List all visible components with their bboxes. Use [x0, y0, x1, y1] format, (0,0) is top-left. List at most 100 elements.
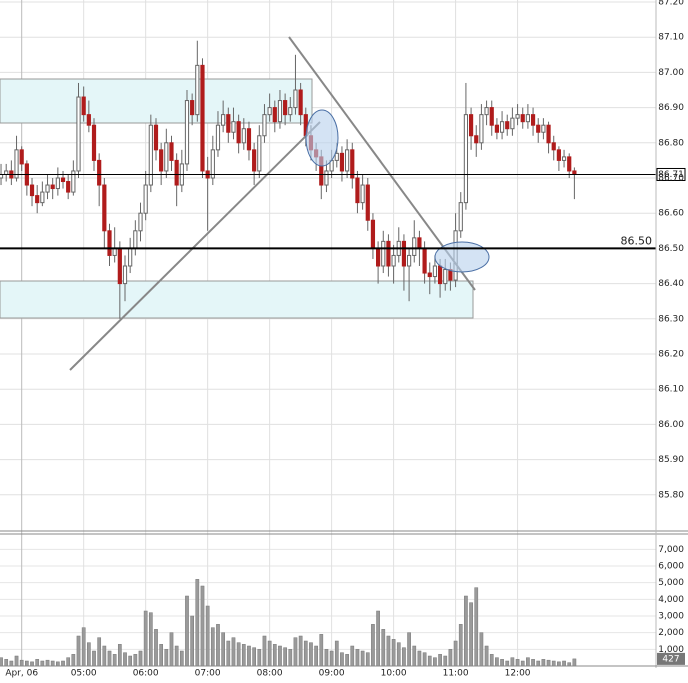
candle-body	[468, 114, 474, 137]
volume-bar	[350, 645, 355, 667]
volume-bar	[381, 629, 386, 667]
candle-body	[525, 114, 530, 123]
volume-bar	[143, 610, 148, 667]
candle-body	[102, 184, 107, 232]
candle-body	[463, 114, 469, 204]
candle-body	[50, 184, 55, 190]
candle-body	[76, 96, 81, 172]
support-zone	[0, 280, 474, 319]
candle-body	[40, 191, 45, 204]
candle-body	[360, 184, 365, 204]
candle-body	[293, 89, 298, 109]
candle-body	[60, 177, 66, 183]
volume-bar	[319, 634, 324, 667]
candle-body	[97, 159, 102, 186]
candle-body	[190, 100, 195, 116]
candle-body	[184, 100, 190, 165]
volume-bar	[510, 657, 515, 667]
volume-bar	[376, 610, 380, 667]
candle-body	[133, 230, 138, 249]
candle-body	[572, 170, 577, 175]
volume-bar	[19, 659, 24, 667]
y-tick-label: 86.50	[658, 244, 684, 254]
volume-bar	[9, 660, 14, 667]
volume-bar	[515, 659, 520, 667]
highlight-ellipse	[434, 241, 490, 273]
volume-bar	[97, 637, 102, 667]
volume-tick-label: 7,000	[658, 545, 684, 555]
volume-bar	[148, 612, 153, 667]
candle-body	[520, 114, 525, 123]
x-tick-label: 06:00	[133, 669, 159, 679]
volume-bar	[324, 649, 329, 667]
candle-body	[417, 237, 422, 249]
y-tick-label: 86.40	[658, 279, 684, 289]
volume-bar	[102, 645, 107, 667]
candle-body	[401, 240, 407, 267]
candle-body	[365, 184, 370, 221]
volume-bar	[35, 659, 40, 667]
candle-body	[195, 64, 200, 116]
y-tick-label: 86.00	[658, 420, 684, 430]
y-tick-label: 86.90	[658, 103, 684, 113]
volume-bar	[520, 660, 525, 667]
candle-body	[355, 177, 360, 204]
candle-body	[422, 247, 427, 274]
candle-body	[128, 247, 133, 267]
volume-bar	[112, 654, 117, 667]
volume-bar	[25, 660, 29, 667]
volume-bar	[30, 661, 34, 667]
candle-body	[148, 124, 153, 186]
x-tick-label: 12:00	[505, 669, 531, 679]
volume-tick-label: 5,000	[658, 578, 684, 588]
candle-body	[479, 114, 484, 144]
volume-bar	[128, 655, 133, 667]
x-tick-label: 11:00	[443, 669, 469, 679]
candle-body	[381, 240, 386, 267]
volume-tick-label: 1,000	[658, 645, 684, 655]
candle-body	[432, 265, 438, 278]
volume-bar	[169, 632, 174, 667]
volume-bar	[402, 647, 406, 667]
candle-body	[536, 124, 541, 133]
volume-bar	[412, 645, 417, 667]
candle-body	[499, 121, 505, 133]
volume-bar	[371, 624, 375, 667]
volume-bar	[551, 660, 556, 667]
volume-bar	[572, 658, 577, 667]
last-price-box	[656, 167, 686, 181]
y-tick-label: 86.10	[658, 385, 684, 395]
volume-bar	[247, 645, 251, 667]
candle-body	[443, 269, 448, 285]
candle-body	[91, 124, 97, 161]
candle-body	[288, 107, 293, 116]
candle-body	[112, 247, 117, 256]
volume-bar	[541, 659, 546, 667]
volume-bar	[464, 595, 468, 667]
candle-body	[530, 114, 536, 126]
candle-body	[210, 149, 215, 179]
y-tick-label: 86.70	[658, 174, 684, 184]
x-tick-label: 08:00	[257, 669, 283, 679]
y-tick-label: 85.80	[658, 490, 684, 500]
volume-bar	[76, 635, 81, 667]
candle-body	[29, 184, 35, 197]
volume-bar	[164, 649, 169, 667]
trend-line-up	[69, 121, 321, 371]
volume-tick-label: 3,000	[658, 612, 684, 622]
volume-bar	[536, 660, 541, 667]
volume-bar	[391, 639, 396, 667]
volume-bar	[453, 640, 458, 667]
x-tick-label: 05:00	[71, 669, 97, 679]
candle-body	[334, 152, 339, 161]
volume-bar	[314, 645, 318, 667]
candle-body	[200, 64, 205, 172]
volume-bar	[0, 657, 3, 667]
volume-bar	[107, 650, 112, 667]
candle-body	[0, 173, 4, 179]
volume-bar	[433, 657, 437, 667]
y-tick-label: 87.00	[658, 68, 684, 78]
volume-bar	[288, 649, 293, 667]
volume-bar	[427, 655, 432, 667]
